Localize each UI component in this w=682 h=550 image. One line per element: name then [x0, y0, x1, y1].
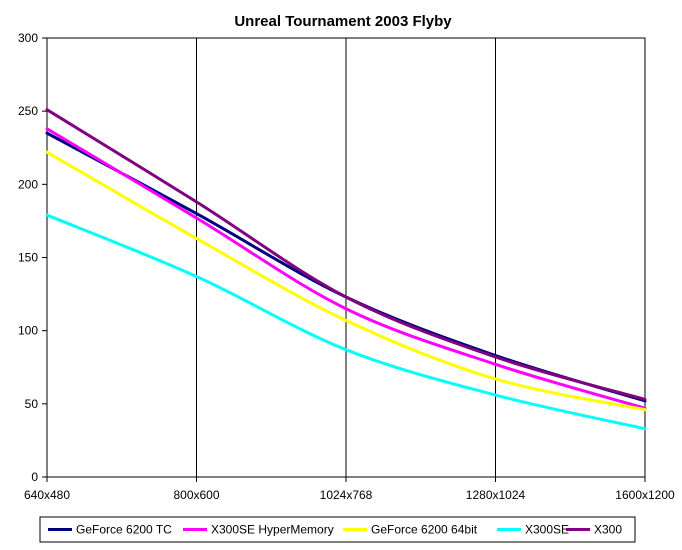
y-tick-label-0: 0: [31, 470, 38, 484]
legend-label-geforce-6200-64bit: GeForce 6200 64bit: [371, 523, 478, 537]
x-tick-label-1280x1024: 1280x1024: [466, 488, 526, 502]
legend: GeForce 6200 TC X300SE HyperMemory GeForce…: [39, 516, 636, 543]
y-tick-label-200: 200: [18, 177, 38, 191]
chart-title: Unreal Tournament 2003 Flyby: [234, 13, 452, 30]
y-tick-label-100: 100: [18, 324, 38, 338]
x-tick-label-1024x768: 1024x768: [320, 488, 373, 502]
x-tick-label-640x480: 640x480: [24, 488, 70, 502]
y-tick-label-250: 250: [18, 104, 38, 118]
x-tick-label-1600x1200: 1600x1200: [615, 488, 675, 502]
legend-label-geforce-6200-tc: GeForce 6200 TC: [76, 523, 172, 537]
series-line-geforce-6200-64bit: [45, 150, 647, 412]
legend-label-x300se: X300SE: [525, 523, 569, 537]
plot-area: 0 50 100 150 200 250 300 640x480 800x600 1024x768…: [18, 31, 675, 502]
legend-label-x300: X300: [594, 523, 622, 537]
series-line-x300se: [45, 213, 647, 431]
x-tick-label-800x600: 800x600: [173, 488, 219, 502]
y-tick-label-300: 300: [18, 31, 38, 45]
series-line-x300se-hypermemory: [45, 127, 647, 410]
series-line-x300: [45, 108, 647, 401]
legend-box: [39, 516, 636, 543]
y-tick-label-150: 150: [18, 251, 38, 265]
legend-label-x300se-hypermemory: X300SE HyperMemory: [211, 523, 334, 537]
y-tick-label-50: 50: [25, 397, 39, 411]
